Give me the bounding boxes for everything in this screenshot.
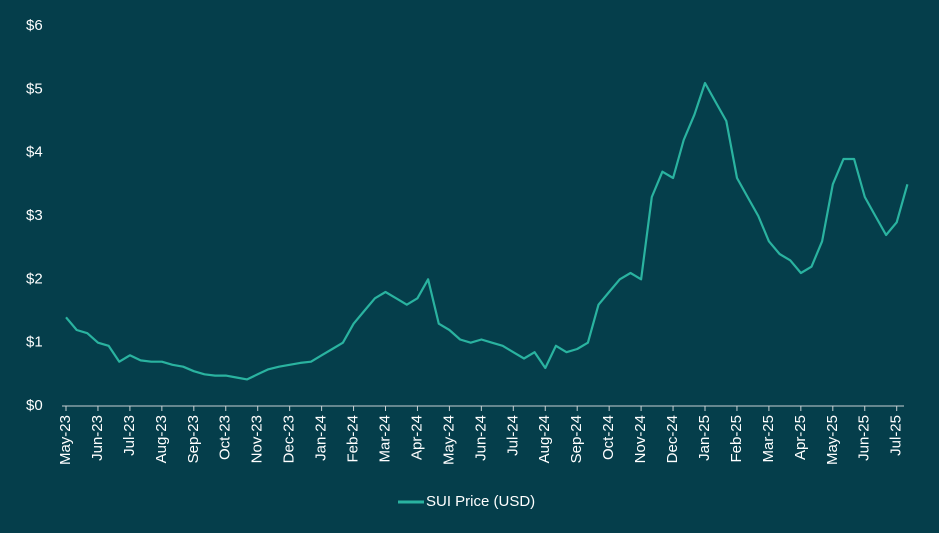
x-tick-label: Mar-24: [376, 415, 393, 463]
x-tick-label: May-25: [824, 415, 841, 465]
x-tick-label: Jul-24: [504, 415, 521, 456]
x-tick-label: Dec-23: [281, 415, 298, 463]
x-tick-label: Jul-23: [121, 415, 138, 456]
x-tick-label: Aug-24: [536, 415, 553, 463]
x-tick-label: Aug-23: [153, 415, 170, 463]
x-tick-label: Jan-24: [313, 415, 330, 461]
x-tick-label: Sep-23: [185, 415, 202, 463]
x-tick-label: May-23: [57, 415, 74, 465]
x-tick-label: Apr-24: [408, 415, 425, 460]
y-tick-label: $0: [26, 397, 43, 414]
x-tick-label: Mar-25: [760, 415, 777, 463]
x-tick-label: Apr-25: [792, 415, 809, 460]
x-tick-label: Sep-24: [568, 415, 585, 463]
x-tick-label: May-24: [440, 415, 457, 465]
x-tick-label: Feb-24: [345, 415, 362, 463]
x-tick-label: Jan-25: [696, 415, 713, 461]
x-tick-label: Nov-23: [249, 415, 266, 463]
legend-label: SUI Price (USD): [426, 493, 535, 510]
y-tick-label: $1: [26, 334, 43, 351]
x-tick-label: Oct-24: [600, 415, 617, 460]
x-tick-label: Jun-23: [89, 415, 106, 461]
y-tick-label: $2: [26, 270, 43, 287]
x-tick-label: Feb-25: [728, 415, 745, 463]
x-tick-label: Nov-24: [632, 415, 649, 463]
y-tick-label: $5: [26, 80, 43, 97]
x-tick-label: Jun-24: [472, 415, 489, 461]
y-tick-label: $3: [26, 207, 43, 224]
x-tick-label: Dec-24: [664, 415, 681, 463]
y-tick-label: $4: [26, 144, 43, 161]
x-tick-label: Jun-25: [856, 415, 873, 461]
x-tick-label: Oct-23: [217, 415, 234, 460]
x-tick-label: Jul-25: [888, 415, 905, 456]
y-tick-label: $6: [26, 17, 43, 34]
price-line: [65, 81, 909, 381]
